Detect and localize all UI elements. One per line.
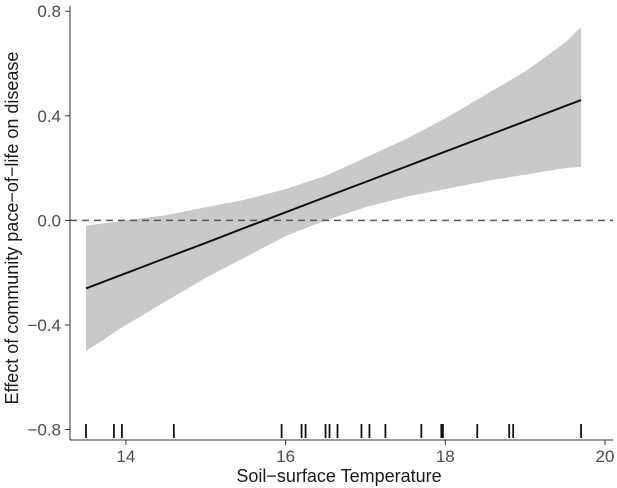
y-tick-label: 0.8 [37,2,61,21]
y-tick-label: −0.4 [27,316,61,335]
y-tick-layer: 0.8 0.4 0.0 −0.4 −0.8 [27,2,70,440]
x-tick-layer: 14 16 18 20 [116,440,614,466]
axes-layer [69,6,613,441]
fit-line-layer [85,99,582,290]
confidence-band [86,26,582,352]
y-tick-label: 0.4 [37,107,61,126]
x-tick-label: 14 [116,447,135,466]
fit-line [85,99,582,290]
y-tick-label: −0.8 [27,421,61,440]
y-axis-title: Effect of community pace−of−life on dise… [2,52,22,405]
x-tick-label: 20 [596,447,615,466]
x-tick-label: 16 [276,447,295,466]
confidence-band-layer [86,26,582,352]
y-tick-label: 0.0 [37,211,61,230]
x-tick-label: 18 [436,447,455,466]
x-axis-title: Soil−surface Temperature [236,466,441,486]
rug-layer [85,424,582,438]
